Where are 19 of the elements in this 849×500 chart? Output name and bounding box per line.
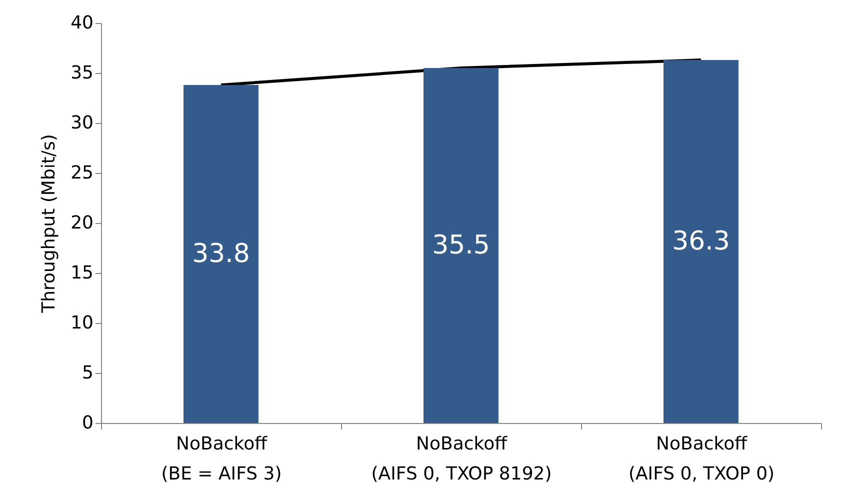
bar [664,60,738,423]
y-axis-title: Throughput (Mbit/s) [38,134,60,314]
y-tick-label: 0 [82,412,94,434]
y-tick-label: 25 [70,162,94,184]
data-label: 33.8 [192,239,250,269]
x-tick-label: NoBackoff (BE = AIFS 3) [161,434,282,484]
data-label: 36.3 [672,226,730,256]
x-tick-label: NoBackoff (AIFS 0, TXOP 0) [628,434,775,484]
y-tick-label: 35 [70,62,94,84]
y-tick-label: 40 [70,12,94,34]
y-tick-label: 30 [70,112,94,134]
data-label: 35.5 [432,230,490,260]
y-tick-label: 15 [70,262,94,284]
bar [184,85,258,423]
y-tick-label: 10 [70,312,94,334]
x-tick-label: NoBackoff (AIFS 0, TXOP 8192) [371,434,552,484]
y-tick-label: 20 [70,212,94,234]
y-tick-label: 5 [82,362,94,384]
bar [424,68,498,423]
